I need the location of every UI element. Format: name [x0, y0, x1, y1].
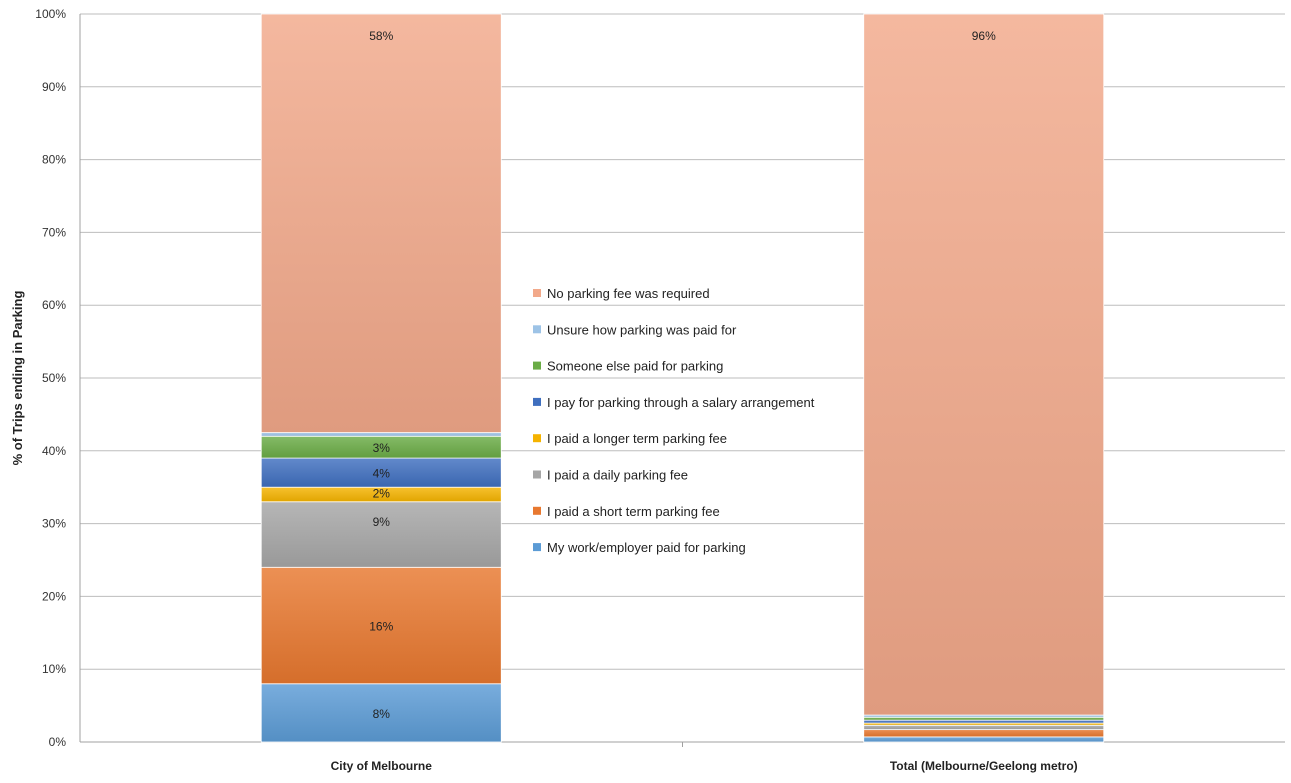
y-tick-label: 10% — [42, 662, 66, 676]
legend-swatch — [533, 470, 541, 479]
y-tick-label: 40% — [42, 444, 66, 458]
bar-segment — [863, 13, 1105, 716]
bar-segment — [260, 683, 502, 743]
legend-label: I pay for parking through a salary arran… — [547, 395, 815, 410]
data-label: 9% — [373, 515, 391, 529]
data-label: 58% — [369, 29, 393, 43]
legend-label: My work/employer paid for parking — [547, 540, 746, 555]
legend-label: I paid a daily parking fee — [547, 468, 688, 483]
legend-swatch — [533, 434, 541, 443]
legend-label: No parking fee was required — [547, 286, 710, 301]
legend-label: Someone else paid for parking — [547, 359, 723, 374]
bar-segment — [260, 566, 502, 685]
data-label: 3% — [373, 441, 391, 455]
legend-label: Unsure how parking was paid for — [547, 322, 737, 337]
y-tick-label: 70% — [42, 225, 66, 239]
y-tick-label: 90% — [42, 80, 66, 94]
data-label: 16% — [369, 620, 393, 634]
x-tick-label: Total (Melbourne/Geelong metro) — [890, 759, 1078, 773]
y-tick-label: 20% — [42, 589, 66, 603]
bar-segment — [863, 736, 1105, 743]
x-tick-label: City of Melbourne — [331, 759, 433, 773]
y-tick-label: 100% — [35, 7, 66, 21]
y-tick-label: 0% — [49, 735, 67, 749]
y-tick-label: 80% — [42, 153, 66, 167]
legend-label: I paid a longer term parking fee — [547, 431, 727, 446]
bar-segment — [863, 716, 1105, 721]
y-tick-label: 30% — [42, 517, 66, 531]
data-label: 4% — [373, 467, 391, 481]
data-label: 96% — [972, 29, 996, 43]
bar-segment — [863, 729, 1105, 738]
y-tick-label: 60% — [42, 298, 66, 312]
bar-segment — [260, 13, 502, 434]
legend-swatch — [533, 506, 541, 515]
y-tick-label: 50% — [42, 371, 66, 385]
data-label: 2% — [373, 486, 391, 500]
legend-swatch — [533, 361, 541, 370]
bar-segment — [863, 719, 1105, 724]
bar-segment — [260, 501, 502, 568]
legend-swatch — [533, 543, 541, 552]
bar-segment — [260, 432, 502, 437]
data-label: 8% — [373, 707, 391, 721]
legend-swatch — [533, 325, 541, 334]
legend-swatch — [533, 397, 541, 406]
legend-swatch — [533, 289, 541, 297]
bar-segment — [863, 724, 1105, 731]
y-axis-title: % of Trips ending in Parking — [10, 291, 25, 466]
legend-label: I paid a short term parking fee — [547, 504, 720, 519]
bar-segment — [260, 457, 502, 488]
